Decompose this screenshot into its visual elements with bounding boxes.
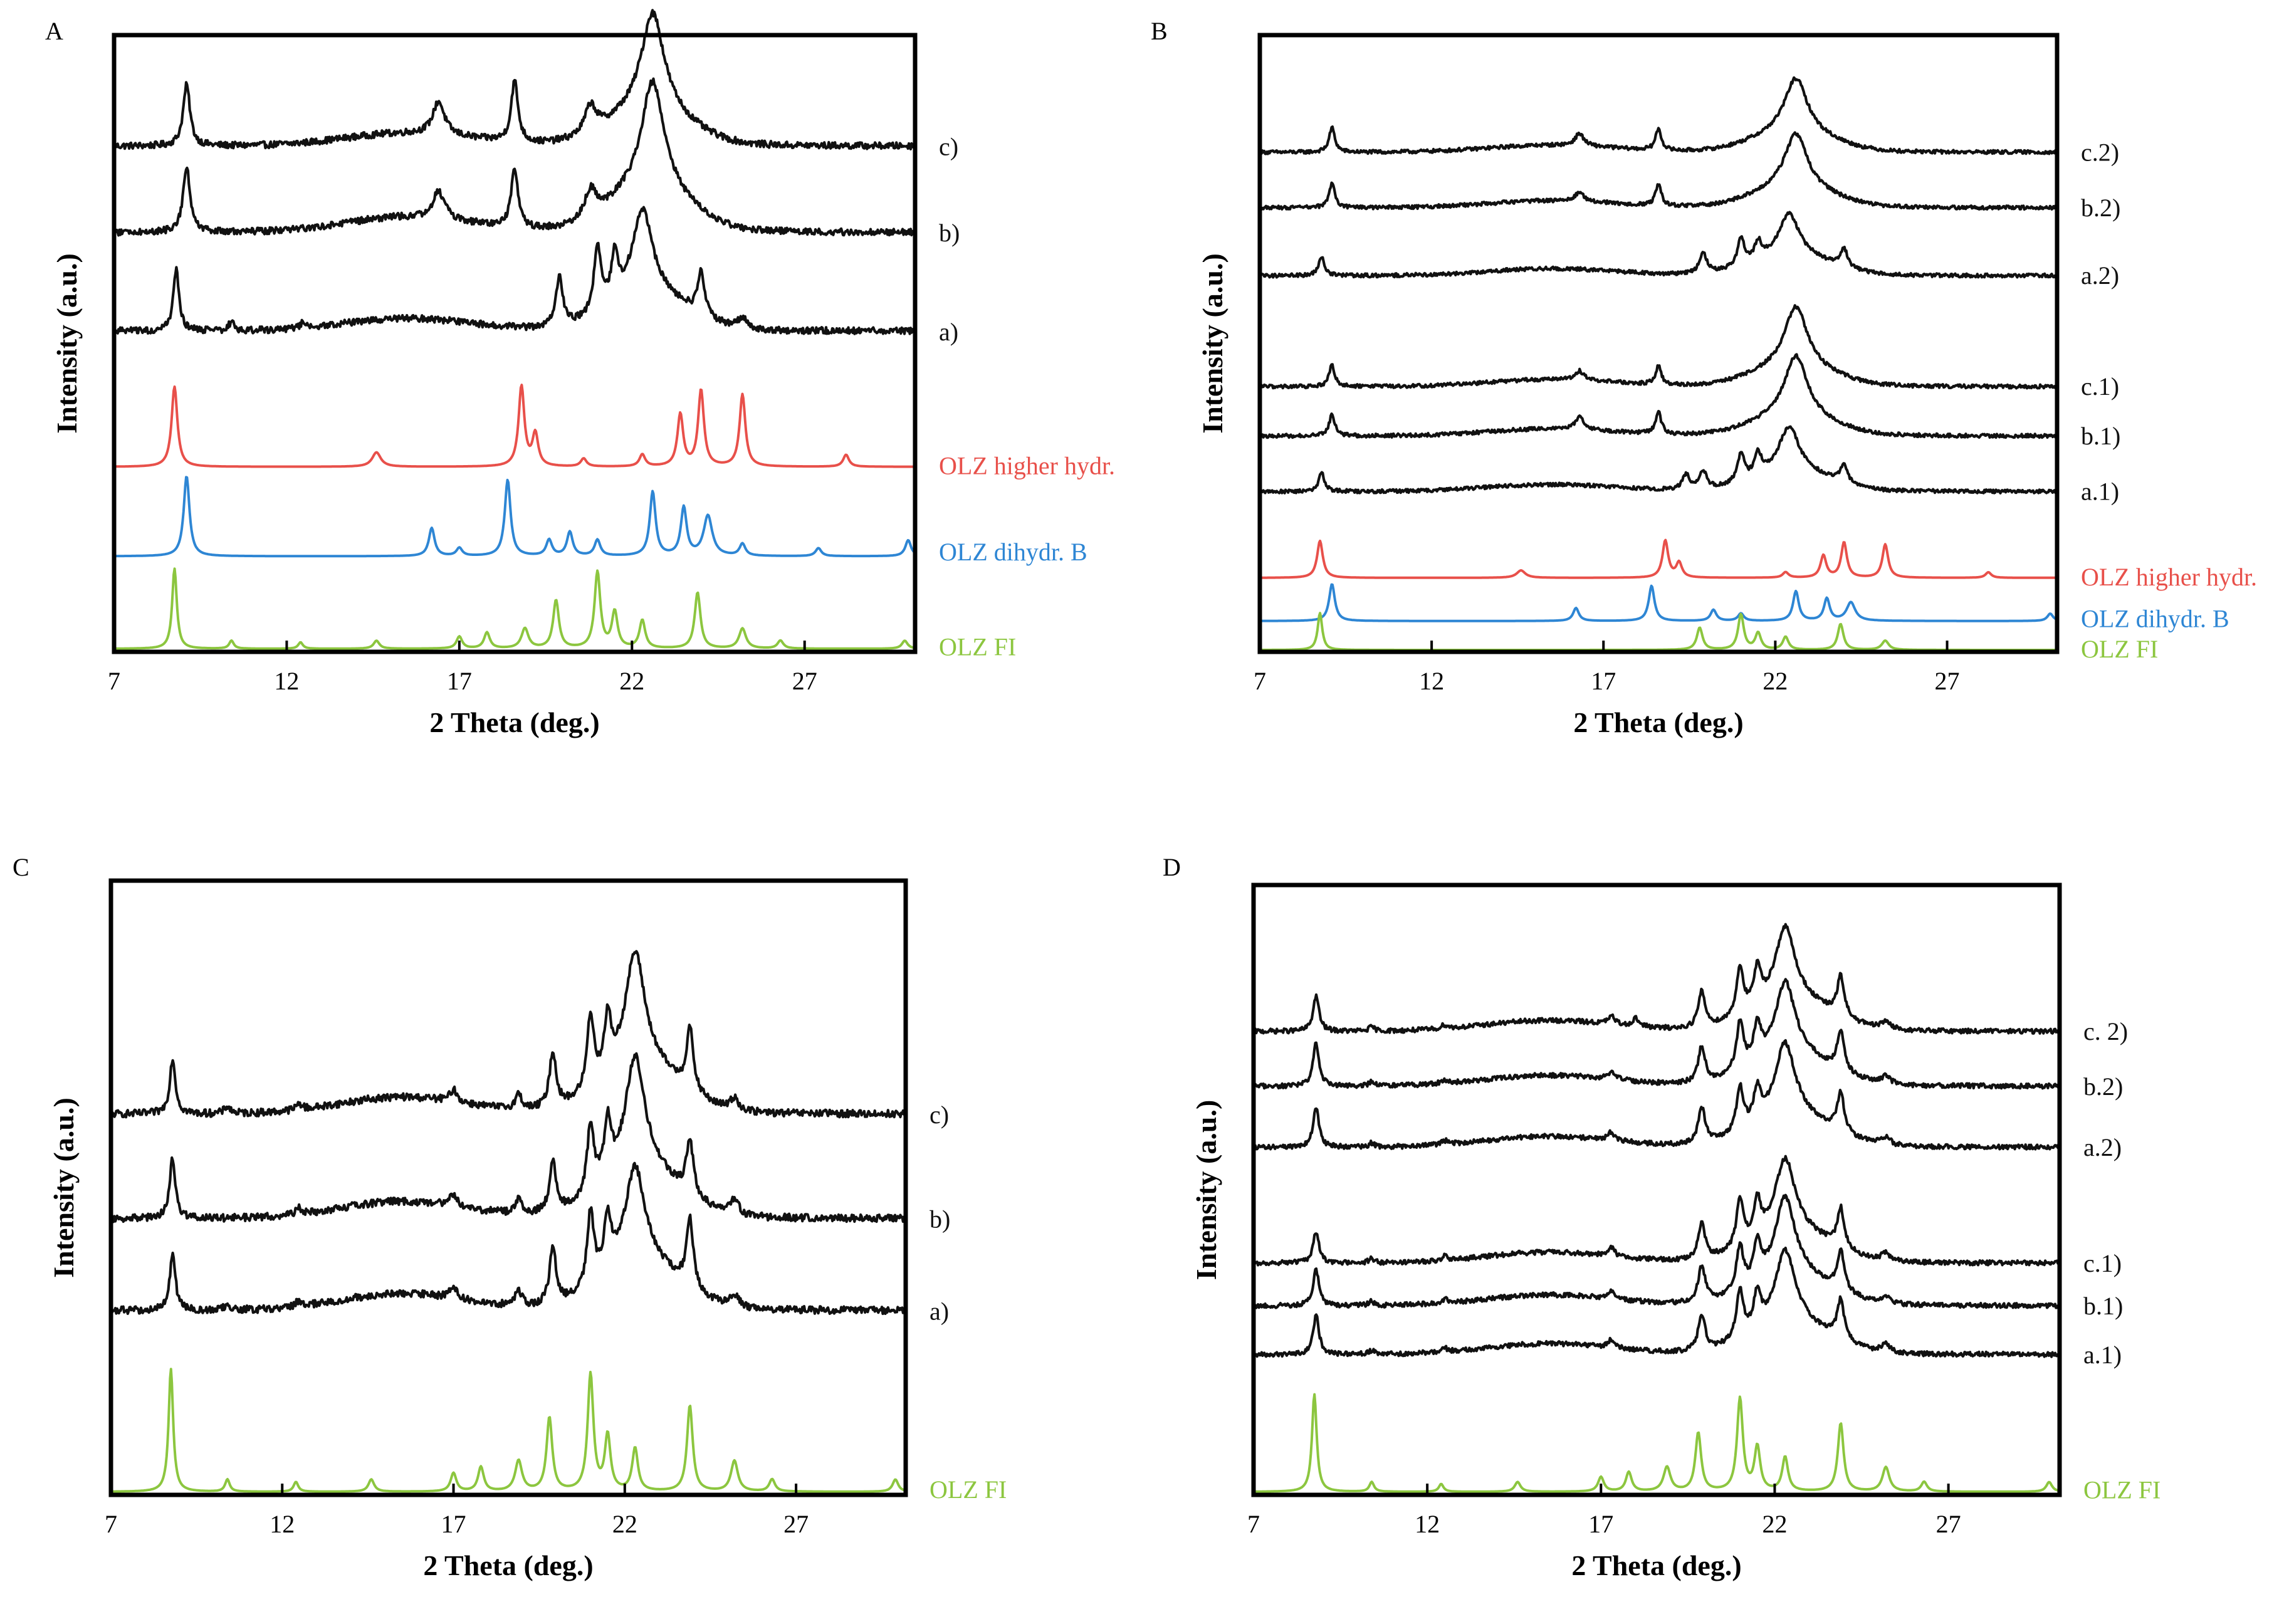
x-tick-label: 22 [612, 1510, 637, 1538]
series-line [1253, 978, 2060, 1090]
series-label: OLZ FI [2083, 1475, 2160, 1504]
series-label: OLZ dihydr. B [939, 538, 1087, 566]
series-line [1258, 76, 2058, 155]
series-label: a.1) [2083, 1341, 2122, 1369]
series-line [1252, 1193, 2061, 1309]
x-tick-label: 17 [1588, 1510, 1613, 1538]
x-tick-label: 22 [619, 667, 644, 695]
x-tick-label: 7 [108, 667, 120, 695]
series-line [1259, 304, 2058, 390]
plot-frame [1251, 883, 2062, 1497]
y-axis-label: Intensity (a.u.) [1197, 253, 1228, 434]
panel-b: c.2) b.2) a.2) c.1) b.1) a.1) OLZ higher hydr.… [1197, 33, 2257, 738]
series-label: b) [930, 1205, 950, 1234]
series-label: c) [930, 1101, 949, 1129]
series-line [113, 567, 916, 650]
plot-frame [112, 33, 918, 654]
series-line [1259, 211, 2058, 279]
series-label: a.2) [2083, 1133, 2122, 1161]
y-axis-label: Intensity (a.u.) [51, 253, 83, 434]
series-label: b.1) [2083, 1292, 2123, 1320]
series-label: OLZ dihydr. B [2081, 604, 2229, 632]
panel-letter-c: C [13, 853, 29, 881]
series-line [110, 1368, 906, 1493]
series-label: b.1) [2081, 422, 2120, 450]
x-tick-label: 12 [270, 1510, 295, 1538]
series-label: c.1) [2083, 1249, 2122, 1277]
panel-letter-a: A [45, 17, 63, 45]
panel-letter-b: B [1151, 17, 1168, 45]
series-line [1259, 612, 2058, 651]
y-axis-label: Intensity (a.u.) [1190, 1100, 1222, 1281]
series-label: OLZ higher hydr. [2081, 563, 2257, 591]
series-line [113, 476, 916, 558]
panel-c: c) b) a) OLZ FI 7 12 17 22 27 2 Theta (deg.) Inten… [48, 878, 1007, 1581]
series-label: b) [939, 219, 960, 247]
series-line [1259, 538, 2058, 579]
series-label: a.1) [2081, 478, 2119, 506]
x-tick-label: 7 [105, 1510, 117, 1538]
x-tick-label: 27 [1935, 667, 1960, 695]
x-tick-label: 12 [274, 667, 299, 695]
series-line [1259, 353, 2058, 439]
x-axis-label: 2 Theta (deg.) [423, 1549, 593, 1581]
x-tick-label: 22 [1762, 1510, 1787, 1538]
x-axis-label: 2 Theta (deg.) [1571, 1549, 1741, 1581]
x-tick-label: 17 [441, 1510, 466, 1538]
plot-frame [1257, 33, 2060, 654]
x-tick-label: 27 [783, 1510, 809, 1538]
series-label: c) [939, 132, 958, 160]
series-line [110, 1052, 908, 1223]
series-line [1252, 1246, 2061, 1358]
series-line [113, 77, 916, 237]
panel-letter-d: D [1163, 853, 1181, 881]
plot-frame [108, 878, 908, 1497]
series-line [1259, 425, 2058, 495]
series-line [113, 384, 916, 468]
series-line [1252, 1039, 2061, 1151]
series-label: OLZ FI [939, 633, 1016, 661]
x-tick-label: 27 [1936, 1510, 1961, 1538]
series-line [109, 1161, 907, 1316]
x-tick-label: 27 [792, 667, 817, 695]
x-axis-label: 2 Theta (deg.) [1573, 706, 1743, 738]
series-label: b.2) [2081, 194, 2120, 222]
panel-d: c. 2) b.2) a.2) c.1) b.1) a.1) OLZ FI 7 12 17 22 27… [1190, 883, 2160, 1581]
series-label: OLZ higher hydr. [939, 452, 1115, 480]
series-line [1259, 131, 2058, 211]
x-tick-label: 12 [1415, 1510, 1440, 1538]
series-label: OLZ FI [2081, 635, 2158, 663]
x-tick-label: 17 [447, 667, 472, 695]
series-line [112, 9, 917, 150]
x-tick-label: 7 [1254, 667, 1266, 695]
x-tick-label: 12 [1419, 667, 1444, 695]
x-tick-label: 7 [1247, 1510, 1260, 1538]
series-label: a) [939, 318, 958, 346]
series-label: OLZ FI [930, 1475, 1007, 1504]
series-line [1252, 1155, 2061, 1267]
series-label: a) [930, 1297, 949, 1326]
series-line [1253, 1393, 2060, 1493]
series-label: c. 2) [2083, 1017, 2128, 1045]
series-label: b.2) [2083, 1072, 2123, 1101]
x-axis-label: 2 Theta (deg.) [429, 706, 599, 738]
y-axis-label: Intensity (a.u.) [48, 1098, 80, 1278]
series-line [1252, 923, 2061, 1035]
series-line [1259, 583, 2058, 622]
series-label: c.2) [2081, 138, 2119, 166]
panel-a: c) b) a) OLZ higher hydr. OLZ dihydr. B OLZ F… [51, 9, 1115, 738]
series-line [113, 206, 917, 335]
x-tick-label: 17 [1591, 667, 1616, 695]
series-label: a.2) [2081, 261, 2119, 290]
x-tick-label: 22 [1762, 667, 1788, 695]
series-line [110, 950, 907, 1119]
series-label: c.1) [2081, 372, 2119, 401]
